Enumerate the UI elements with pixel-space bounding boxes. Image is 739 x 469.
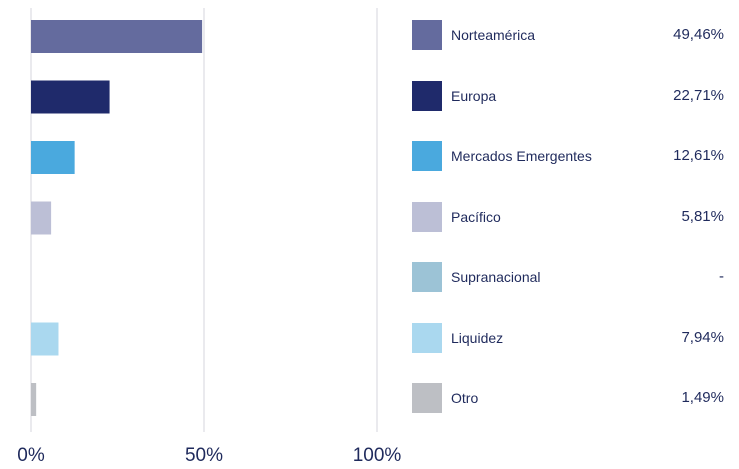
legend-swatch xyxy=(412,262,442,292)
legend-value: 7,94% xyxy=(681,328,724,346)
legend-swatch xyxy=(412,322,442,353)
legend-item: Pacífico 5,81% xyxy=(412,201,724,232)
legend-value: - xyxy=(719,268,724,285)
bar-chart: 0% 50% 100% xyxy=(17,8,402,466)
legend-swatch xyxy=(412,383,442,413)
legend-label: Norteamérica xyxy=(451,27,536,43)
legend-swatch xyxy=(412,80,442,111)
legend-swatch xyxy=(412,141,442,171)
legend-value: 12,61% xyxy=(673,147,724,164)
legend-item: Europa 22,71% xyxy=(412,80,724,111)
legend-value: 22,71% xyxy=(673,86,724,104)
bar-2 xyxy=(31,141,75,174)
legend-label: Pacífico xyxy=(451,208,501,225)
bar-6 xyxy=(31,383,37,416)
legend-item: Liquidez 7,94% xyxy=(412,322,724,353)
bar-5 xyxy=(31,322,59,356)
x-tick-label-0: 0% xyxy=(17,445,45,466)
legend-label: Otro xyxy=(451,390,479,406)
legend-item: Supranacional - xyxy=(412,262,724,292)
x-tick-label-2: 100% xyxy=(353,445,402,466)
legend-swatch xyxy=(412,201,442,232)
legend-value: 1,49% xyxy=(681,389,724,406)
bar-0 xyxy=(31,20,203,53)
bar-1 xyxy=(31,80,110,114)
legend-item: Otro 1,49% xyxy=(412,383,724,413)
legend-swatch xyxy=(412,20,442,50)
legend-item: Norteamérica 49,46% xyxy=(412,20,724,50)
legend-label: Mercados Emergentes xyxy=(451,148,592,164)
x-tick-label-1: 50% xyxy=(185,445,223,466)
legend-value: 5,81% xyxy=(681,207,724,225)
legend-label: Supranacional xyxy=(451,269,541,285)
bar-3 xyxy=(31,201,52,235)
legend-label: Europa xyxy=(451,87,497,104)
legend-label: Liquidez xyxy=(451,329,504,346)
legend: Norteamérica 49,46% Europa 22,71% Mercados E… xyxy=(412,0,732,469)
legend-item: Mercados Emergentes 12,61% xyxy=(412,141,724,171)
legend-value: 49,46% xyxy=(673,26,724,43)
